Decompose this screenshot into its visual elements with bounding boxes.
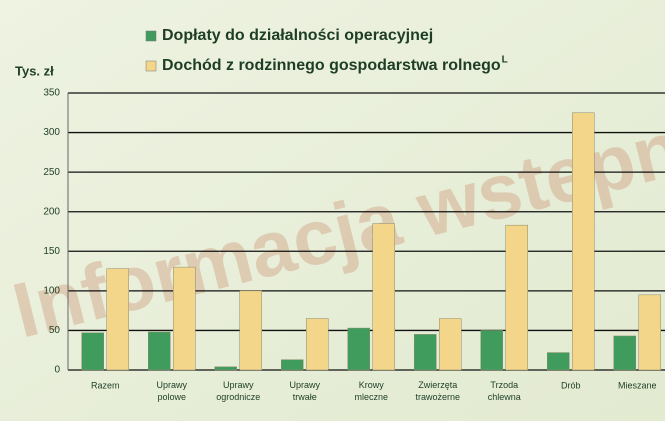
x-tick-label: Zwierzęta trawożerne [415,380,460,402]
y-tick-label: 100 [43,285,60,296]
x-tick-label: Mieszane [618,380,657,390]
bar [106,268,129,371]
y-tick-label: 0 [54,365,60,376]
bar [414,334,437,371]
y-tick-label: 300 [43,127,60,138]
bar [214,366,237,371]
bar [638,294,661,371]
bar [372,223,395,371]
legend-label: Dochód z rodzinnego gospodarstwa rolnego [162,57,501,74]
bar [480,330,503,371]
x-tick-label: Uprawy trwałe [289,380,320,402]
y-tick-label: 250 [43,167,60,178]
legend-label: Dopłaty do działalności operacyjnej [162,27,433,44]
bar [239,290,262,371]
legend: Dopłaty do działalności operacyjnej Dochó… [145,27,508,74]
y-axis-label: Tys. zł [15,63,54,78]
x-tick-label: Trzoda chlewna [488,380,521,402]
bar [572,112,595,371]
bar [173,266,196,371]
bar [81,332,104,371]
y-tick-label: 50 [49,325,61,336]
y-tick-label: 200 [43,206,60,217]
x-tick-label: Drób [561,380,581,390]
x-tick-label: Krowy mleczne [354,380,388,402]
bar [613,335,636,371]
legend-swatch [145,30,157,42]
bar [148,331,171,371]
bar [505,224,528,371]
x-tick-label: Razem [91,380,120,390]
y-tick-label: 150 [43,246,60,257]
y-tick-label: 350 [43,88,60,99]
legend-footnote: L [502,55,508,66]
bar [439,318,462,371]
x-tick-label: Uprawy polowe [156,380,187,402]
bar [306,318,329,371]
bar [547,352,570,371]
x-tick-label: Uprawy ogrodnicze [216,380,260,402]
bar [347,327,370,371]
bar [281,359,304,371]
legend-swatch [145,60,157,72]
